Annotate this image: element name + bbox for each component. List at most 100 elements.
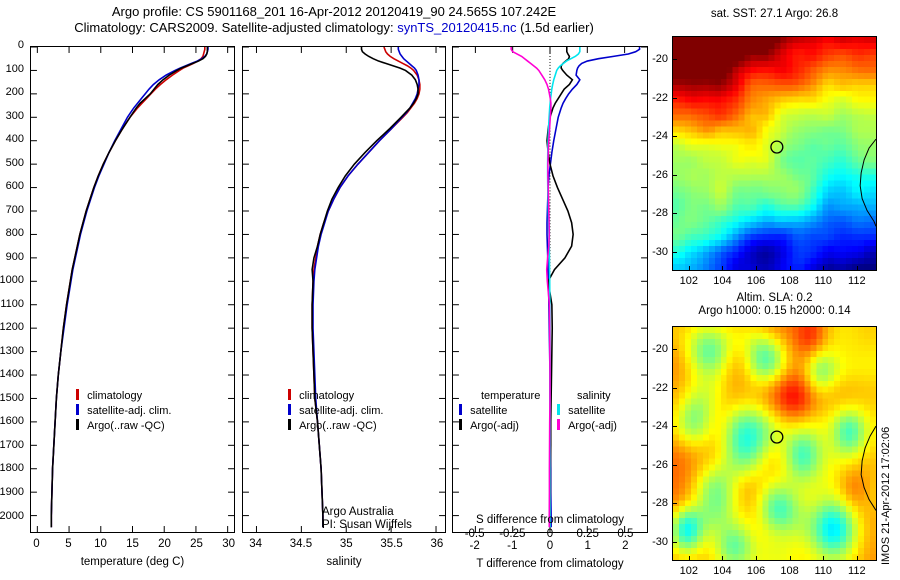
longitude-tick-label: 108 xyxy=(780,275,799,287)
y-tick-label: 1000 xyxy=(0,274,24,287)
latitude-tick-mark xyxy=(672,136,677,138)
credit-pi: PI: Susan Wijffels xyxy=(322,519,412,531)
legend-item-salinity-argo: Argo(-adj) xyxy=(557,419,617,434)
sst-map-title: sat. SST: 27.1 Argo: 26.8 xyxy=(710,8,839,20)
latitude-tick-label: -22 xyxy=(652,381,668,394)
legend-label-salinity-satellite: satellite xyxy=(568,405,606,417)
x-tick-label: 0 xyxy=(33,538,40,550)
latitude-tick-label: -24 xyxy=(652,420,668,433)
sst-map[interactable] xyxy=(672,36,877,271)
longitude-tick-label: 102 xyxy=(679,565,698,577)
x-tick-label: 0 xyxy=(546,540,554,552)
longitude-tick-mark xyxy=(688,556,690,561)
salinity-difference-argo-curve xyxy=(510,47,552,528)
difference-profile-panel[interactable] xyxy=(452,46,648,533)
salinity-profile-panel[interactable] xyxy=(242,46,446,533)
latitude-tick-mark xyxy=(672,59,677,61)
salinity-difference-satellite-curve xyxy=(546,47,581,528)
legend-swatch-temperature-satellite xyxy=(459,404,462,415)
y-tick-label: 1800 xyxy=(0,462,24,475)
longitude-tick-label: 106 xyxy=(746,275,766,287)
legend-label-satellite-adj: satellite-adj. clim. xyxy=(299,405,384,417)
longitude-tick-mark xyxy=(789,556,791,561)
figure-title: Argo profile: CS 5901168_201 16-Apr-2012… xyxy=(0,4,668,36)
latitude-tick-mark xyxy=(672,349,677,351)
legend-swatch-satellite-adj xyxy=(76,404,79,415)
legend-swatch-temperature-argo xyxy=(459,419,462,430)
y-tick-label: 300 xyxy=(5,109,24,122)
latitude-tick-mark xyxy=(672,251,677,253)
y-tick-label: 1700 xyxy=(0,438,24,451)
legend-swatch-argo xyxy=(288,419,291,430)
latitude-tick-mark xyxy=(672,464,677,466)
longitude-tick-label: 104 xyxy=(713,565,732,577)
latitude-tick-label: -20 xyxy=(652,343,668,356)
salinity-x-axis-label: salinity xyxy=(326,556,362,568)
legend-label-satellite-adj: satellite-adj. clim. xyxy=(87,405,172,417)
salinity-legend: climatology satellite-adj. clim. Argo(..… xyxy=(288,389,383,434)
temperature-legend: climatology satellite-adj. clim. Argo(..… xyxy=(76,389,171,434)
sst-map-field xyxy=(673,37,876,270)
longitude-tick-mark xyxy=(756,556,758,561)
legend-item-argo: Argo(..raw -QC) xyxy=(288,419,383,434)
salinity-profile-plot xyxy=(243,47,445,532)
latitude-tick-label: -24 xyxy=(652,130,668,143)
x-tick-label: 35.5 xyxy=(380,538,403,550)
temperature-profile-panel[interactable] xyxy=(30,46,235,533)
y-tick-label: 700 xyxy=(5,203,24,216)
y-tick-label: 500 xyxy=(5,156,24,169)
legend-swatch-salinity-argo xyxy=(557,419,560,430)
longitude-tick-mark xyxy=(789,266,791,271)
y-tick-label: 0 xyxy=(17,39,24,51)
longitude-tick-mark xyxy=(722,556,724,561)
latitude-tick-mark xyxy=(672,503,677,505)
x-tick-label: 35 xyxy=(339,538,353,550)
latitude-tick-label: -20 xyxy=(652,53,668,66)
y-tick-label: 600 xyxy=(5,180,24,193)
x-tick-label: 30 xyxy=(222,538,235,550)
y-tick-label: 1500 xyxy=(0,391,24,404)
y-tick-label: 1900 xyxy=(0,486,24,498)
y-tick-label: 800 xyxy=(5,227,24,240)
latitude-tick-label: -28 xyxy=(652,497,668,510)
x-tick-label-top: 0 xyxy=(546,528,554,540)
y-tick-label: 1100 xyxy=(0,297,24,310)
longitude-tick-label: 104 xyxy=(713,275,732,287)
x-tick-label: 36 xyxy=(430,538,444,550)
longitude-tick-label: 108 xyxy=(780,565,799,577)
legend-swatch-argo xyxy=(76,419,79,430)
sla-map[interactable] xyxy=(672,326,877,561)
latitude-tick-mark xyxy=(672,174,677,176)
profile-location-marker xyxy=(770,430,784,444)
y-tick-label: 1200 xyxy=(0,321,24,334)
latitude-tick-mark xyxy=(672,213,677,215)
latitude-tick-mark xyxy=(672,387,677,389)
salinity-difference-axis-label: S difference from climatology xyxy=(475,514,625,526)
x-tick-label: 15 xyxy=(126,538,139,550)
legend-item-climatology: climatology xyxy=(288,389,383,404)
legend-label-climatology: climatology xyxy=(87,390,143,402)
x-tick-label: 2 xyxy=(622,540,629,552)
x-tick-label: -2 xyxy=(469,540,480,552)
sla-map-title-line-2: Argo h1000: 0.15 h2000: 0.14 xyxy=(698,305,851,317)
x-tick-label: 25 xyxy=(190,538,203,550)
x-tick-label: 1 xyxy=(584,540,591,552)
legend-label-temperature-argo: Argo(-adj) xyxy=(470,420,519,432)
title-line-2-suffix: (1.5d earlier) xyxy=(516,20,594,35)
title-line-2-prefix: Climatology: CARS2009. Satellite-adjuste… xyxy=(74,20,398,35)
credit-organisation: Argo Australia xyxy=(322,506,394,518)
difference-profile-plot xyxy=(453,47,647,532)
temperature-difference-satellite-curve xyxy=(546,47,641,528)
x-tick-label-top: 0.25 xyxy=(576,528,599,540)
latitude-tick-mark xyxy=(672,426,677,428)
y-tick-label: 2000 xyxy=(0,509,24,522)
y-tick-label: 400 xyxy=(5,133,24,146)
salinity-satellite-adj-curve xyxy=(312,47,420,528)
temperature-argo-curve xyxy=(50,47,209,528)
coastline-path xyxy=(860,425,876,511)
longitude-tick-mark xyxy=(856,556,858,561)
difference-legend-header-salinity: salinity xyxy=(577,390,611,402)
temperature-profile-plot xyxy=(31,47,234,532)
coastline-path xyxy=(859,138,876,227)
